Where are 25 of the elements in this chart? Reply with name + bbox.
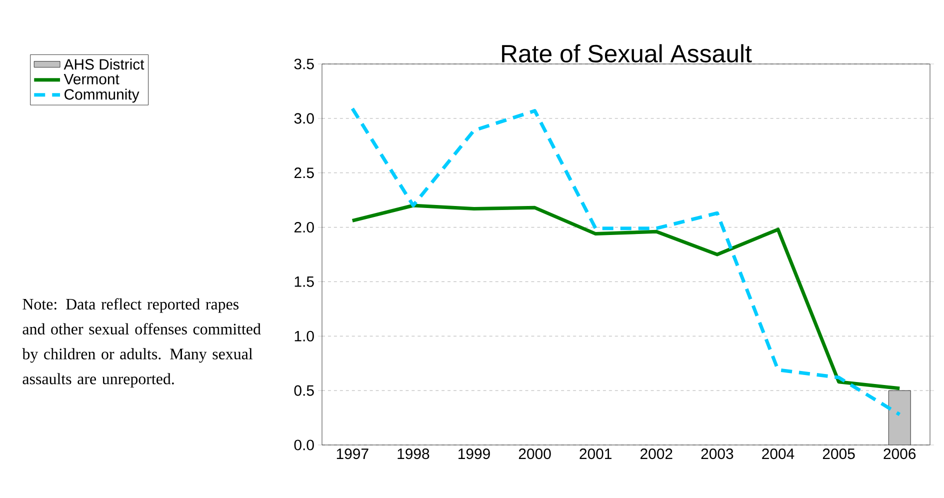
legend-label: Community: [64, 88, 140, 103]
y-tick-label: 2.0: [294, 222, 314, 233]
x-tick-label: 1999: [458, 448, 490, 460]
legend-label: AHS District: [64, 58, 144, 70]
x-tick-label: 2006: [884, 448, 916, 460]
legend-label: Vermont: [64, 74, 120, 84]
y-tick-label: 1.5: [294, 276, 314, 287]
x-tick-label: 2004: [762, 448, 794, 460]
line-series: [350, 204, 902, 390]
x-tick-label: 2000: [518, 448, 551, 460]
y-tick-label: 3.5: [294, 58, 314, 70]
x-tick-label: 2003: [701, 448, 734, 460]
y-tick-label: 3.0: [294, 113, 314, 124]
x-tick-label: 1998: [398, 448, 430, 460]
line-series: [350, 106, 902, 416]
x-tick-label: 2005: [822, 448, 855, 460]
chart-title: Rate of Sexual Assault: [502, 44, 752, 62]
y-tick-label: 0.0: [294, 440, 314, 450]
y-tick-label: 0.5: [294, 385, 314, 396]
x-tick-label: 2001: [580, 448, 612, 460]
x-tick-label: 1997: [336, 448, 368, 460]
x-tick-label: 2002: [640, 448, 672, 460]
text: Note: Data reflect reported rapes and other sexual offenses committed by children or adults. Many sexual assaults are unreported.: [22, 298, 261, 388]
y-tick-label: 2.5: [294, 168, 314, 178]
y-tick-label: 1.0: [294, 330, 314, 342]
